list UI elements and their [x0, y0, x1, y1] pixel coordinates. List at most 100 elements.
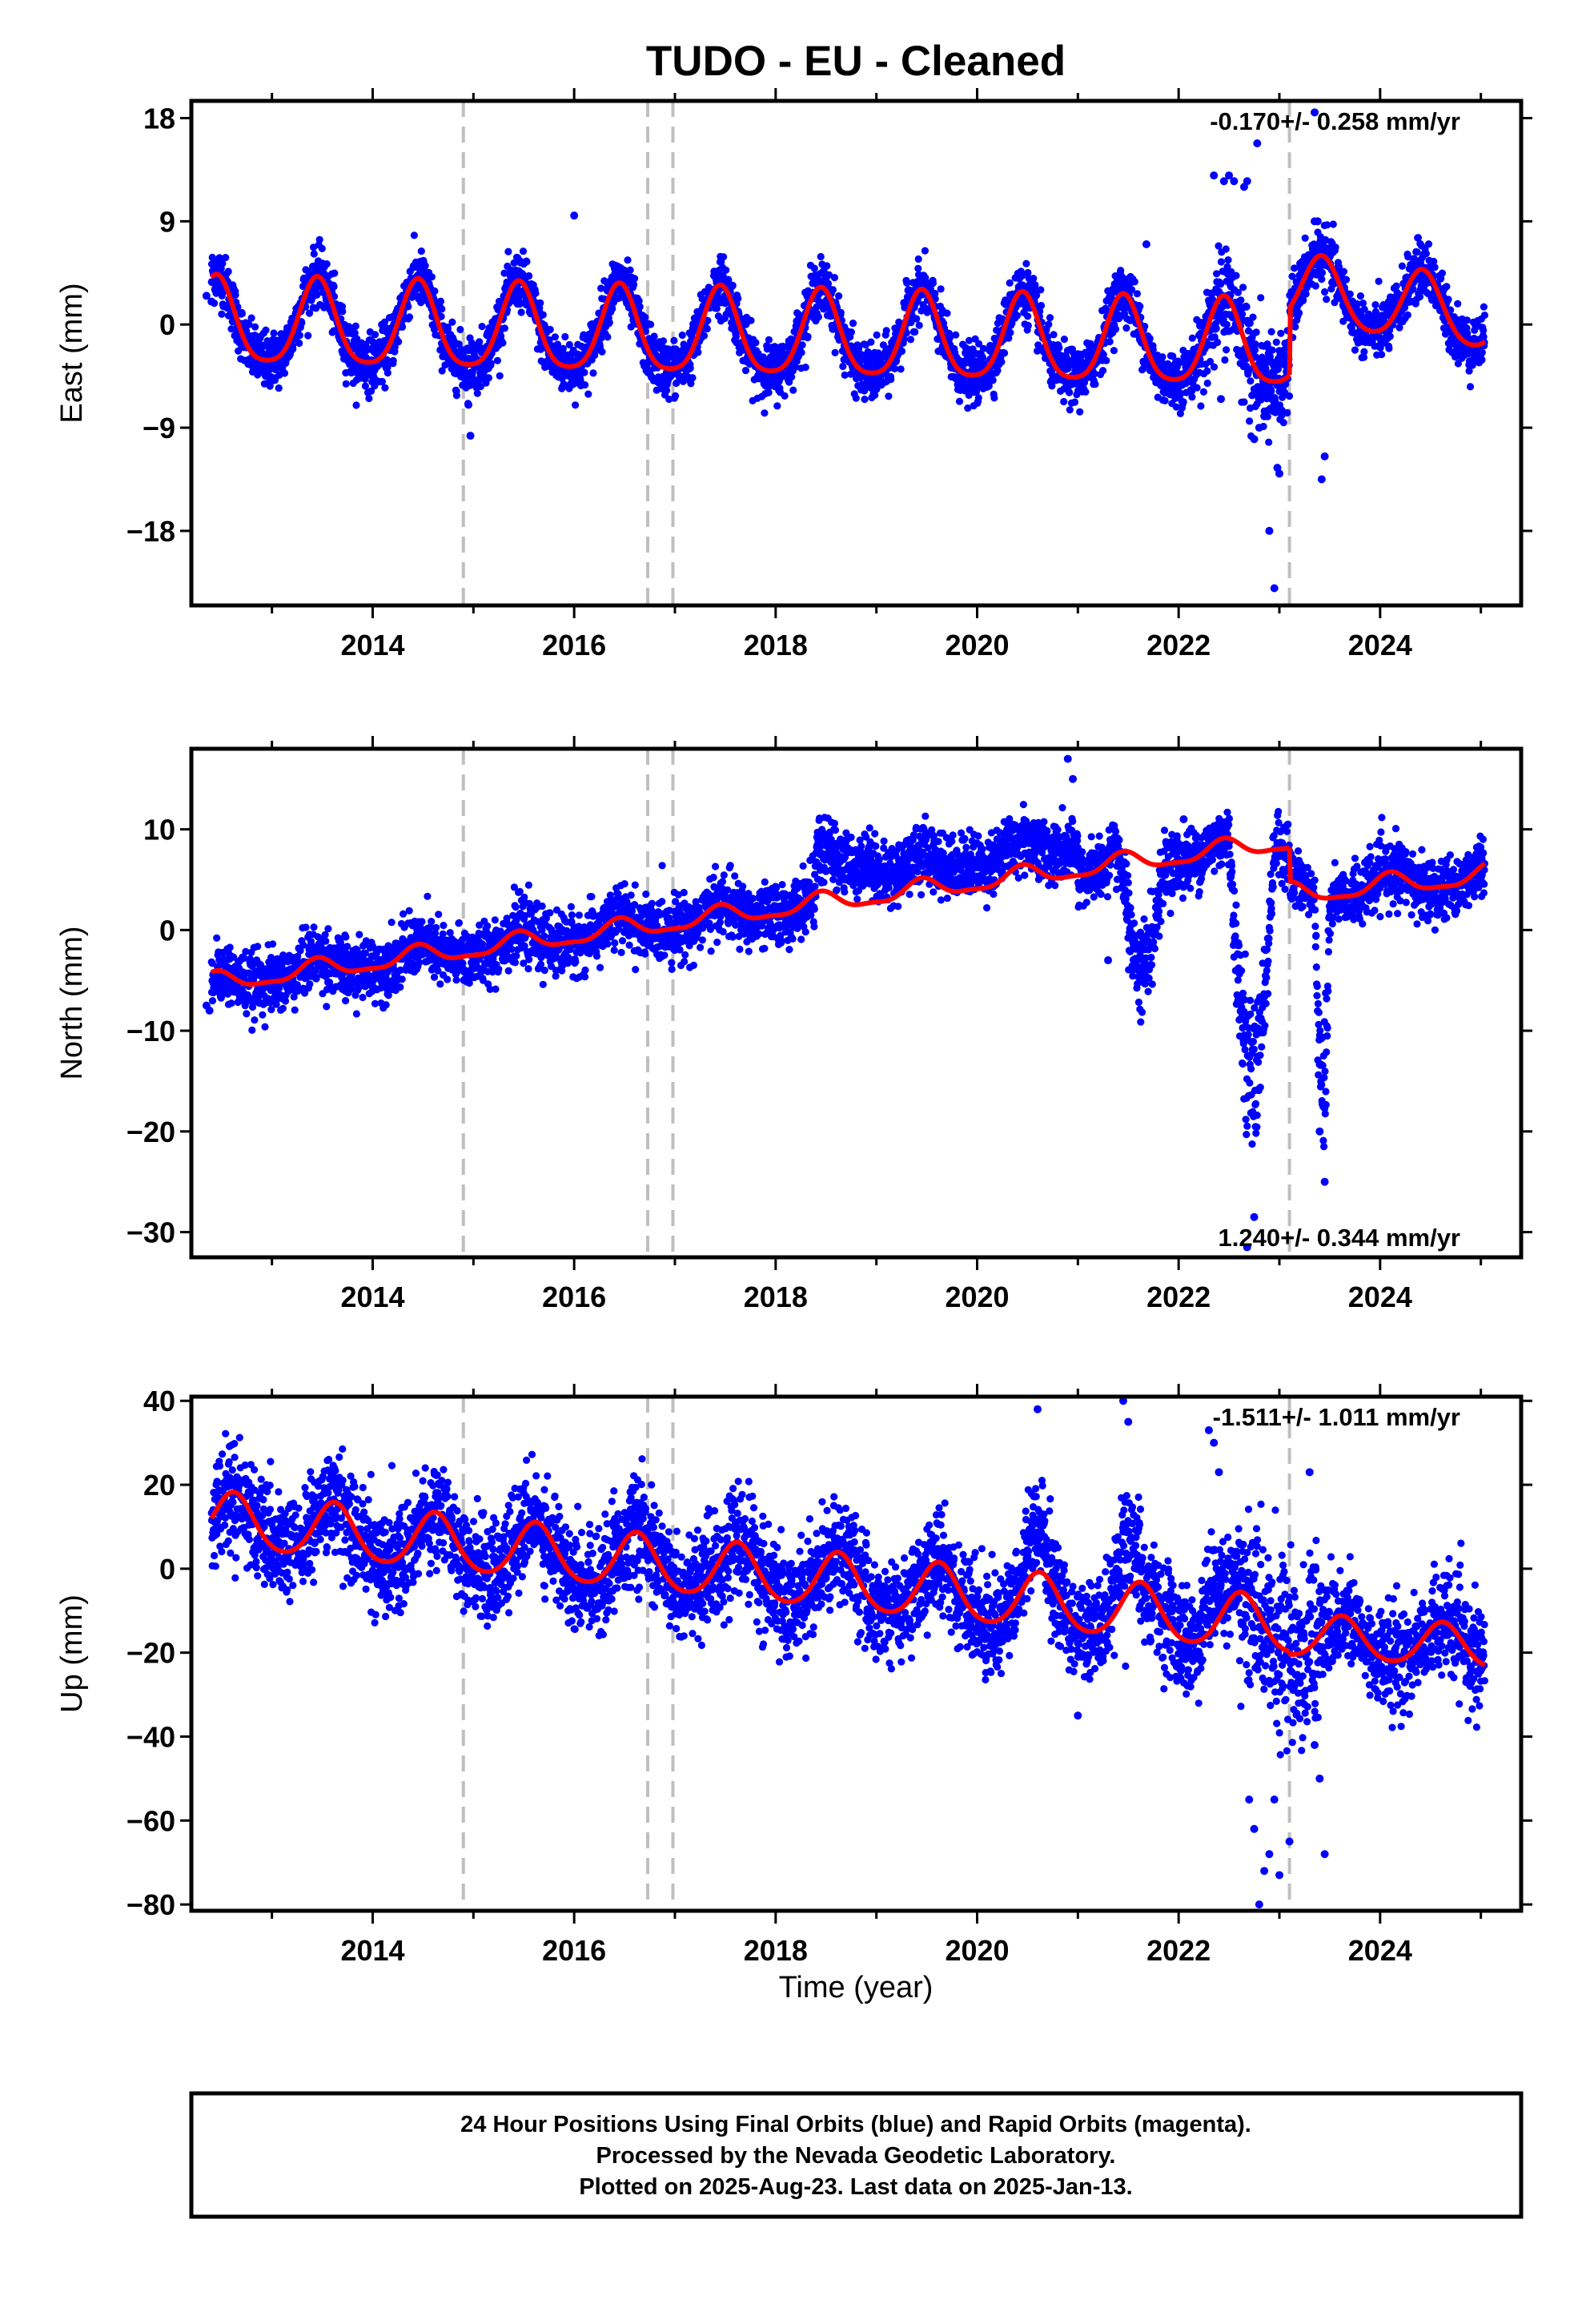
east-point — [313, 291, 321, 299]
north-point — [227, 999, 235, 1007]
east-point — [525, 271, 533, 280]
east-point — [1267, 328, 1275, 336]
east-point — [559, 344, 568, 352]
east-point — [1272, 338, 1280, 346]
east-point — [1392, 282, 1400, 290]
east-point — [1022, 259, 1030, 267]
east-point — [1199, 388, 1207, 396]
east-point — [1110, 347, 1118, 355]
east-point — [1257, 294, 1265, 302]
east-point — [829, 286, 837, 294]
east-point — [1346, 290, 1354, 298]
east-outlier-point — [1317, 475, 1326, 484]
east-y-tick-label: −9 — [143, 412, 175, 444]
east-point — [438, 367, 446, 375]
east-point — [1060, 397, 1068, 406]
east-point — [1265, 438, 1273, 446]
east-point — [1232, 271, 1240, 279]
east-point — [831, 348, 839, 356]
east-point — [1240, 398, 1248, 406]
east-point — [1001, 349, 1009, 357]
east-point — [817, 252, 825, 261]
east-point — [1024, 312, 1032, 320]
east-outlier-point — [1250, 435, 1259, 444]
east-point — [906, 336, 915, 344]
east-point — [752, 339, 760, 347]
east-point — [1466, 383, 1475, 391]
east-point — [295, 339, 303, 348]
east-point — [222, 254, 230, 262]
east-point — [608, 305, 616, 313]
east-point — [1223, 320, 1231, 328]
east-point — [631, 275, 639, 283]
east-point — [694, 348, 702, 356]
east-point — [456, 325, 464, 334]
east-point — [1454, 300, 1462, 308]
east-point — [1223, 346, 1231, 354]
east-point — [1321, 287, 1329, 296]
east-point — [1277, 329, 1285, 337]
east-point — [678, 331, 686, 340]
east-outlier-point — [1275, 469, 1283, 478]
east-point — [801, 364, 809, 372]
north-points — [202, 754, 1488, 1252]
east-point — [1203, 379, 1211, 388]
east-point — [330, 283, 338, 291]
east-point — [280, 369, 289, 377]
east-point — [517, 308, 525, 316]
east-point — [1267, 387, 1275, 395]
east-point — [380, 318, 389, 326]
east-point — [1422, 250, 1430, 258]
east-point — [636, 303, 644, 311]
east-point — [773, 402, 781, 410]
east-outlier-point — [1253, 139, 1262, 147]
east-point — [1444, 296, 1452, 304]
east-point — [545, 336, 553, 344]
east-point — [955, 397, 964, 405]
east-point — [797, 348, 805, 356]
east-point — [1024, 321, 1032, 330]
east-y-tick-label: 0 — [159, 308, 175, 341]
east-outlier-point — [1265, 526, 1274, 535]
east-point — [487, 360, 495, 368]
north-point — [248, 1026, 256, 1034]
east-point — [1197, 402, 1205, 410]
east-point — [1301, 234, 1309, 242]
east-y-tick-label: −18 — [126, 515, 175, 548]
east-point — [1323, 296, 1331, 304]
east-outlier-point — [207, 297, 216, 306]
east-point — [915, 321, 923, 329]
east-point — [1045, 320, 1053, 328]
east-point — [1136, 303, 1144, 311]
east-point — [830, 274, 838, 282]
east-point — [1203, 367, 1211, 375]
east-point — [1480, 303, 1488, 311]
east-point — [1249, 313, 1257, 321]
east-point — [626, 266, 634, 274]
east-outlier-point — [1260, 412, 1269, 420]
east-point — [765, 388, 773, 396]
east-point — [1424, 240, 1433, 248]
east-point — [700, 332, 709, 340]
east-point — [365, 394, 373, 403]
east-point — [722, 266, 730, 274]
east-point — [1403, 311, 1411, 319]
east-point — [1237, 296, 1245, 304]
east-point — [381, 384, 389, 392]
east-point — [473, 389, 481, 397]
east-outlier-point — [570, 211, 579, 220]
east-point — [476, 338, 484, 346]
east-y-tick-label: 9 — [159, 205, 175, 238]
east-point — [789, 386, 797, 394]
east-point — [885, 392, 893, 400]
east-point — [581, 381, 589, 389]
east-point — [410, 231, 419, 239]
east-point — [598, 348, 606, 356]
east-point — [266, 382, 274, 390]
east-outlier-point — [1210, 171, 1219, 180]
east-point — [734, 295, 742, 303]
east-point — [546, 325, 554, 334]
east-point — [1188, 393, 1196, 401]
